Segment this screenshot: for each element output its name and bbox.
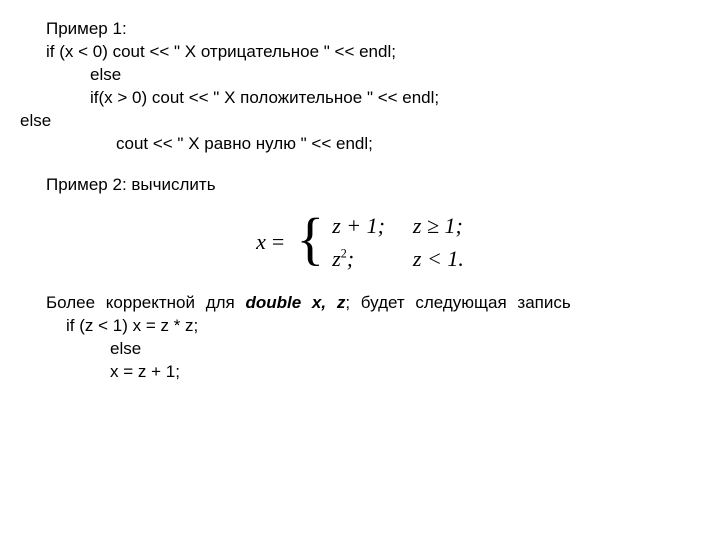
case-cond: z ≥ 1; [413, 209, 464, 243]
case-cond: z < 1. [413, 242, 464, 276]
page-root: Пример 1: if (x < 0) cout << " X отрицат… [0, 0, 720, 384]
code-line: x = z + 1; [20, 361, 700, 384]
case-expr: z2; [332, 242, 413, 276]
code-line: cout << " X равно нулю " << endl; [20, 133, 700, 156]
code-line: if(x > 0) cout << " X положительное " <<… [20, 87, 700, 110]
case-expr-tail: ; [347, 246, 354, 271]
example2-title: Пример 2: вычислить [20, 174, 700, 197]
math-brace: { [290, 210, 326, 274]
para-bold-italic: double x, z [245, 293, 345, 312]
example1-title: Пример 1: [20, 18, 700, 41]
case-expr-base: z [332, 246, 341, 271]
math-cases: z + 1; z ≥ 1; z2; z < 1. [332, 209, 464, 276]
code-line: else [20, 64, 700, 87]
paragraph: Более корректной для double x, z; будет … [20, 292, 700, 315]
math-eq: = [272, 227, 284, 257]
case-expr-text: z + 1; [332, 213, 385, 238]
math-formula: x = { z + 1; z ≥ 1; z2; z < 1. [20, 209, 700, 276]
code-line: if (z < 1) x = z * z; [20, 315, 700, 338]
code-line: else [20, 110, 700, 133]
case-expr: z + 1; [332, 209, 413, 243]
code-line: if (x < 0) cout << " X отрицательное " <… [20, 41, 700, 64]
math-lhs: x [256, 227, 266, 257]
para-post: ; будет следующая запись [345, 293, 570, 312]
para-pre: Более корректной для [20, 293, 245, 312]
code-line: else [20, 338, 700, 361]
